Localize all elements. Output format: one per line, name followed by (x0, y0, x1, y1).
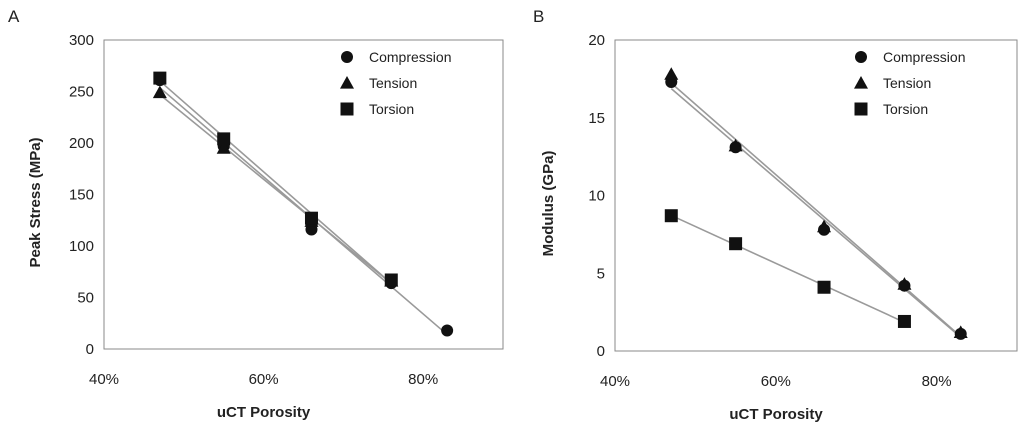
y-tick-label: 150 (69, 187, 94, 204)
x-tick-label: 60% (761, 373, 791, 390)
panel-letter: B (533, 7, 544, 26)
data-point-tension (728, 138, 743, 152)
y-tick-label: 0 (597, 343, 605, 360)
y-tick-label: 250 (69, 84, 94, 101)
data-point-tension (152, 85, 167, 99)
y-tick-label: 5 (597, 265, 605, 282)
data-point-torsion (897, 314, 911, 328)
data-point-torsion (729, 237, 743, 251)
legend-label: Torsion (883, 101, 928, 117)
data-point-tension (897, 277, 912, 290)
legend-marker-tension (340, 76, 354, 89)
legend-marker-torsion (340, 102, 354, 116)
x-tick-label: 80% (922, 373, 952, 390)
y-tick-label: 200 (69, 135, 94, 152)
legend-marker-tension (854, 76, 868, 89)
y-tick-label: 15 (588, 110, 605, 127)
legend-marker-torsion (854, 102, 868, 116)
legend-marker-compression (855, 51, 867, 63)
data-point-compression (441, 324, 454, 337)
y-tick-label: 50 (77, 290, 94, 307)
data-point-torsion (817, 280, 831, 294)
x-tick-label: 60% (249, 371, 279, 388)
x-axis-label: uCT Porosity (217, 404, 311, 421)
x-tick-label: 40% (89, 371, 119, 388)
trendline-torsion (159, 80, 392, 285)
chart-panel-a: A 0 50 100 150 200 250 300 40% 60% 80% uCT Porosity… (8, 7, 504, 421)
data-point-torsion (304, 211, 318, 225)
legend-label: Compression (369, 49, 451, 65)
trendline-compression (670, 88, 962, 338)
y-tick-label: 300 (69, 32, 94, 49)
panel-letter: A (8, 7, 20, 26)
trendline-torsion (670, 214, 905, 324)
legend-label: Torsion (369, 101, 414, 117)
y-axis-label: Peak Stress (MPa) (27, 137, 44, 267)
y-tick-label: 0 (86, 341, 94, 358)
y-tick-label: 10 (588, 188, 605, 205)
data-point-torsion (217, 132, 231, 146)
x-tick-label: 80% (408, 371, 438, 388)
legend-label: Compression (883, 49, 965, 65)
legend-marker-compression (341, 51, 353, 63)
chart-panel-b: B 0 5 10 15 20 40% 60% 80% uCT Porosity Modulus (G… (533, 7, 1018, 423)
data-point-tension (664, 67, 679, 80)
data-point-torsion (153, 71, 167, 85)
data-point-tension (953, 325, 968, 338)
trendline-tension (159, 93, 392, 285)
x-axis-label: uCT Porosity (729, 406, 823, 423)
y-tick-label: 100 (69, 238, 94, 255)
data-point-tension (817, 219, 832, 233)
data-point-torsion (384, 273, 398, 287)
x-tick-label: 40% (600, 373, 630, 390)
trendline-tension (670, 82, 962, 338)
y-tick-label: 20 (588, 32, 605, 49)
legend-label: Tension (369, 75, 417, 91)
legend-label: Tension (883, 75, 931, 91)
plot-frame (614, 39, 1018, 352)
plot-frame (103, 39, 504, 350)
data-point-tension (216, 141, 231, 154)
y-axis-label: Modulus (GPa) (540, 151, 557, 257)
data-point-torsion (664, 209, 678, 223)
